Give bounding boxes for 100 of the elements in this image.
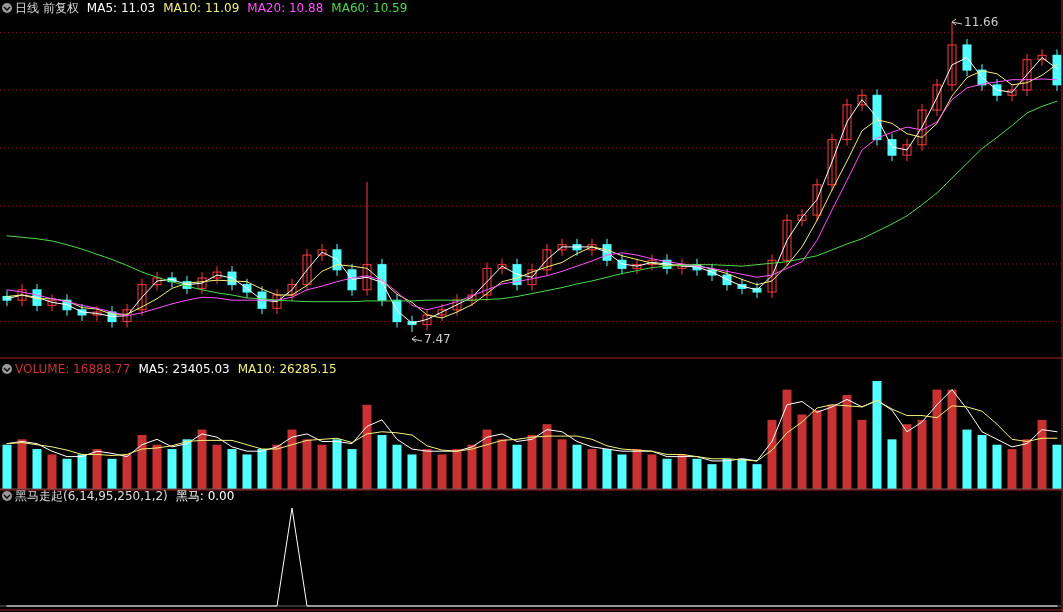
annotation: 7.47 (424, 332, 451, 346)
bar (407, 454, 417, 489)
bar (107, 458, 117, 489)
candlestick (17, 283, 27, 307)
bar (77, 454, 87, 489)
candlestick (317, 243, 327, 262)
candlestick (1007, 83, 1017, 102)
candlestick (782, 213, 792, 267)
candlestick (92, 305, 102, 322)
bar (722, 458, 732, 489)
candlestick (902, 138, 912, 162)
bar (542, 424, 552, 489)
bar (212, 444, 222, 489)
candlestick (1037, 48, 1047, 67)
text: MA20: 10.88 (247, 1, 324, 15)
bar (362, 404, 372, 489)
candlestick (482, 261, 492, 302)
bar (242, 454, 252, 489)
candlestick (767, 253, 777, 299)
candlestick (122, 303, 132, 329)
candlestick (362, 181, 372, 297)
bar (662, 458, 672, 489)
text: 黑马: 0.00 (175, 489, 235, 503)
bar (122, 454, 132, 489)
text: MA10: 11.09 (163, 1, 240, 15)
bar (857, 419, 867, 489)
bar (317, 444, 327, 489)
candlestick (527, 263, 537, 292)
candlestick (632, 258, 642, 275)
bar (452, 449, 462, 489)
bar (992, 444, 1002, 489)
bar (287, 429, 297, 489)
bar (932, 389, 942, 489)
bar (257, 449, 267, 489)
bar (62, 458, 72, 489)
candlestick (812, 178, 822, 222)
candlestick (797, 208, 807, 227)
bar (797, 414, 807, 489)
bar (827, 404, 837, 489)
bar (752, 464, 762, 489)
bar (707, 464, 717, 489)
candlestick (437, 303, 447, 322)
bar (962, 429, 972, 489)
bar (512, 444, 522, 489)
bar (947, 389, 957, 489)
candlestick (302, 248, 312, 292)
bar (197, 429, 207, 489)
bar (32, 449, 42, 489)
candlestick (272, 288, 282, 315)
bar (917, 419, 927, 489)
bar (782, 389, 792, 489)
text: MA5: 23405.03 (138, 362, 230, 376)
bar (842, 395, 852, 489)
candlestick (677, 258, 687, 275)
candlestick (197, 271, 207, 295)
candlestick (587, 238, 597, 257)
bar (302, 439, 312, 489)
bar (902, 424, 912, 489)
candlestick (917, 103, 927, 152)
candlestick (287, 278, 297, 302)
bar (692, 458, 702, 489)
bar (572, 444, 582, 489)
bar (467, 444, 477, 489)
bar (1022, 439, 1032, 489)
candlestick (932, 78, 942, 117)
bar (227, 449, 237, 489)
bar (1007, 449, 1017, 489)
bar (497, 439, 507, 489)
bar (137, 435, 147, 489)
candlestick (857, 88, 867, 112)
text: VOLUME: 16888.77 (15, 362, 131, 376)
bar (347, 449, 357, 489)
candlestick (422, 308, 432, 332)
candlestick (557, 238, 567, 257)
bar (92, 449, 102, 489)
bar (182, 439, 192, 489)
candlestick (152, 271, 162, 292)
bar (737, 458, 747, 489)
bar (17, 439, 27, 489)
bar (887, 439, 897, 489)
bar (272, 444, 282, 489)
candlestick (467, 288, 477, 307)
bar (377, 435, 387, 489)
candlestick (497, 258, 507, 275)
bar (647, 454, 657, 489)
candlestick (647, 253, 657, 272)
candlestick (827, 133, 837, 192)
text: MA10: 26285.15 (237, 362, 337, 376)
annotation: 11.66 (964, 15, 999, 29)
bar (482, 429, 492, 489)
text: MA60: 10.59 (331, 1, 408, 15)
bar (152, 444, 162, 489)
bar (977, 435, 987, 489)
bar (1037, 419, 1047, 489)
candlestick (452, 293, 462, 317)
bar (422, 449, 432, 489)
bar (632, 449, 642, 489)
candlestick (947, 21, 957, 92)
bar (167, 449, 177, 489)
text: MA5: 11.03 (86, 1, 156, 15)
